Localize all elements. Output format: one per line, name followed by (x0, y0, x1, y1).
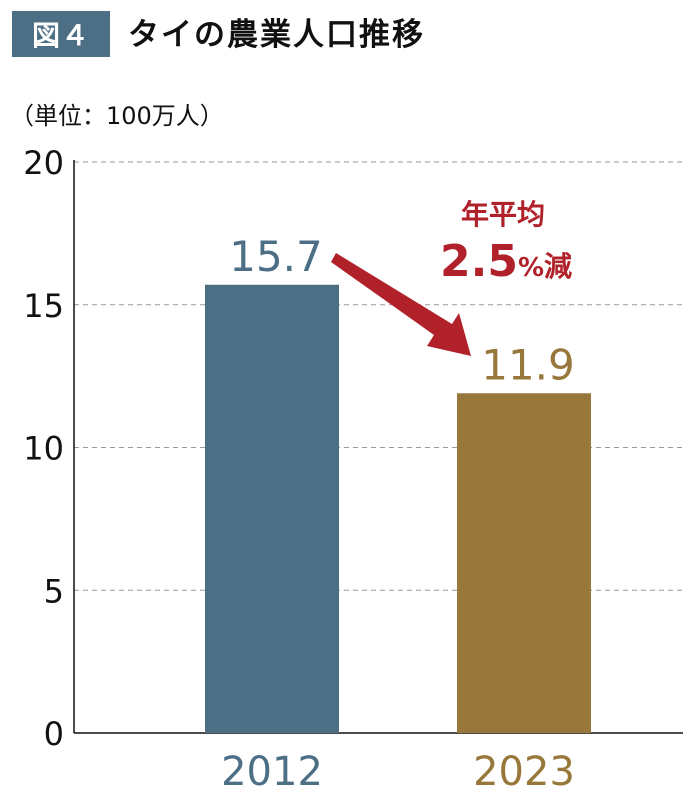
bar-2012 (205, 284, 339, 733)
bar-2023 (457, 393, 591, 733)
y-tick-label: 15 (23, 287, 64, 325)
unit-label: （単位：100万人） (10, 102, 224, 130)
annotation-percent: % (518, 253, 544, 283)
y-tick-label: 5 (44, 572, 64, 610)
x-tick-labels: 2012 2023 (221, 749, 575, 795)
annotation-rate: 2.5%減 (440, 236, 572, 287)
x-tick-label-2012: 2012 (221, 749, 323, 795)
annotation-line1: 年平均 (461, 198, 545, 231)
y-tick-label: 20 (23, 144, 64, 182)
decline-arrow (331, 253, 471, 356)
x-tick-label-2023: 2023 (473, 749, 575, 795)
annotation-suffix: 減 (544, 250, 572, 283)
gridlines (74, 161, 683, 591)
y-tick-labels: 0 5 10 15 20 (23, 144, 64, 753)
data-label-2012: 15.7 (229, 232, 323, 281)
bars (205, 284, 591, 733)
data-label-2023: 11.9 (481, 340, 575, 389)
y-tick-label: 10 (23, 430, 64, 468)
chart-title: タイの農業人口推移 (128, 17, 425, 53)
y-tick-label: 0 (44, 715, 64, 753)
data-labels: 15.7 11.9 (229, 232, 575, 389)
figure-number-badge: 図４ (12, 11, 110, 57)
annotation-rate-value: 2.5 (440, 236, 518, 287)
